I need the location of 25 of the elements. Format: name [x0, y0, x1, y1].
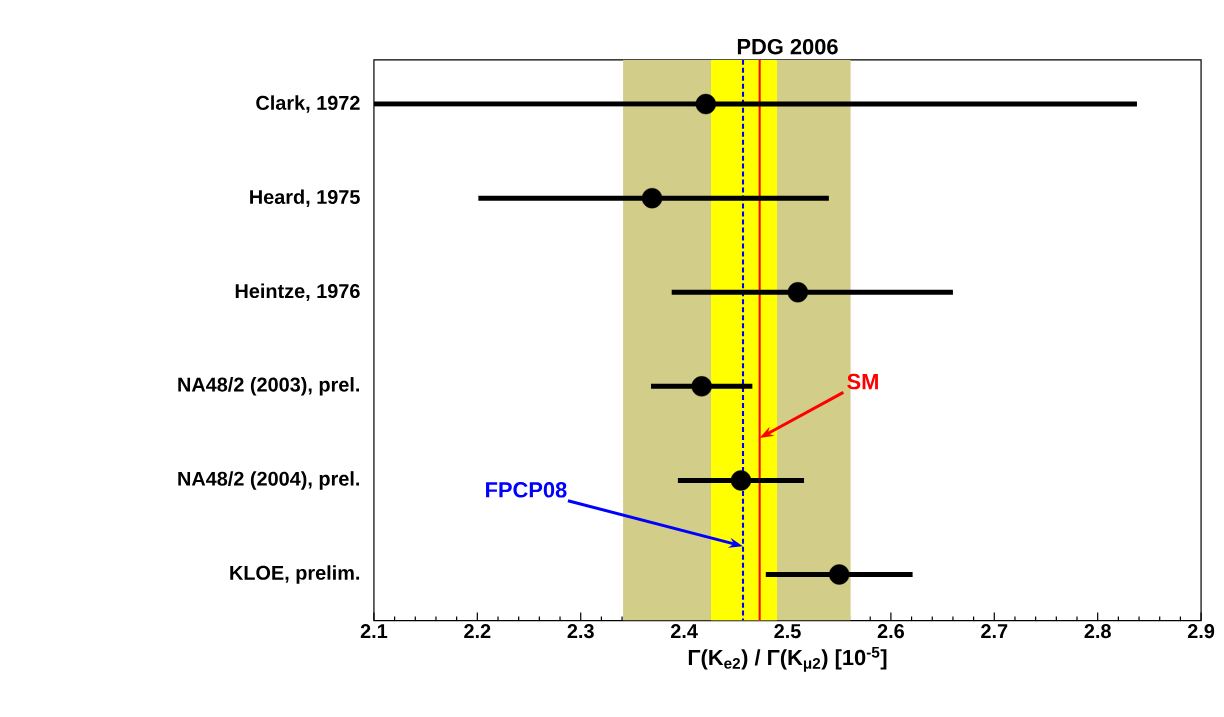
x-tick-label: 2.7 — [981, 623, 1008, 638]
point — [787, 281, 809, 303]
y-tick-label: Heard, 1975 — [250, 189, 360, 207]
x-tick-label: 2.9 — [1187, 623, 1215, 638]
point — [641, 187, 663, 209]
x-tick-label: 2.6 — [877, 623, 904, 638]
ref-line-label: SM — [847, 373, 878, 390]
point — [829, 564, 850, 585]
y-tick-label: KLOE, prelim. — [230, 565, 360, 584]
point — [691, 375, 712, 397]
x-tick-label: 2.3 — [567, 623, 594, 639]
x-axis-title: Γ(K$_{e2}$) / Γ(K$_{μ2}$) [10$^{-5}$] — [688, 646, 887, 672]
x-tick-label: 2.8 — [1084, 623, 1111, 638]
chart-title: PDG 2006 — [737, 38, 838, 55]
y-tick-label: NA48/2 (2004), prel. — [178, 470, 360, 490]
point — [695, 93, 716, 115]
ref-line-label: FPCP08 — [486, 481, 567, 498]
y-tick-label: NA48/2 (2003), prel. — [178, 376, 360, 396]
x-tick-label: 2.2 — [464, 623, 491, 638]
y-tick-label: Clark, 1972 — [256, 95, 360, 113]
x-tick-label: 2.5 — [774, 623, 801, 638]
x-tick-label: 2.4 — [670, 623, 698, 638]
point — [730, 470, 752, 491]
y-tick-label: Heintze, 1976 — [235, 283, 360, 301]
x-tick-label: 2.1 — [360, 623, 388, 638]
